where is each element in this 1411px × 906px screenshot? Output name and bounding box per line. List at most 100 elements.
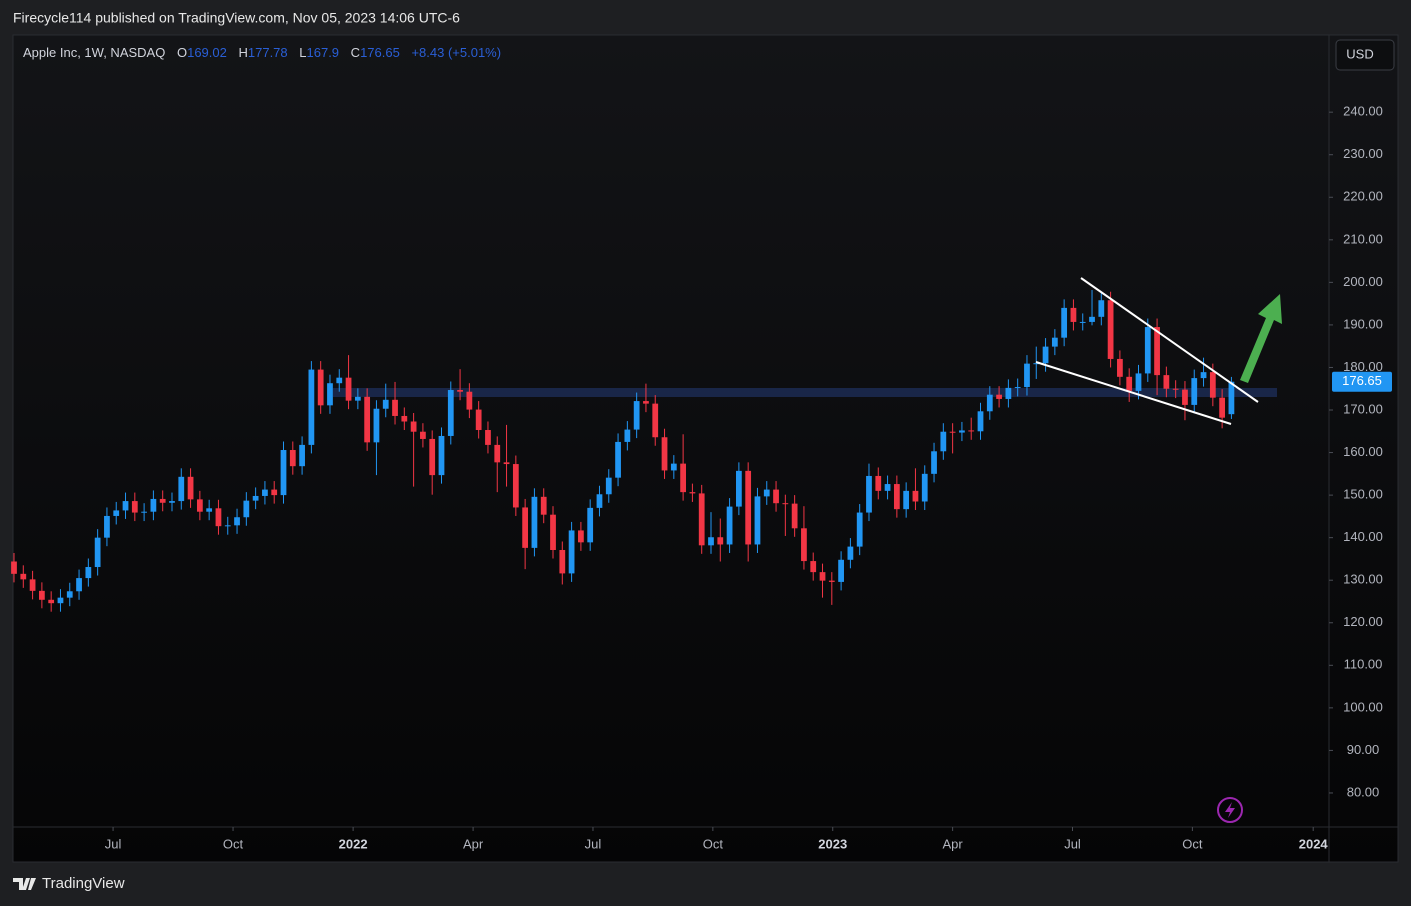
candle-body — [401, 415, 408, 422]
publish-header: Firecycle114 published on TradingView.co… — [13, 10, 460, 26]
candle-body — [20, 573, 27, 580]
candle-body — [392, 399, 398, 416]
candle-body — [289, 450, 296, 467]
candle-body — [224, 525, 231, 527]
candle-body — [206, 508, 213, 512]
candle-body — [141, 511, 147, 513]
candle-body — [522, 507, 529, 548]
ohlc-value: 169.02 — [187, 45, 227, 60]
y-tick-label: 90.00 — [1347, 742, 1380, 757]
candle-body — [382, 399, 389, 409]
candle-body — [1219, 397, 1226, 418]
candle-body — [940, 431, 947, 452]
candle-body — [1182, 389, 1188, 405]
candle-body — [605, 477, 612, 495]
candle-body — [670, 463, 677, 471]
ohlc-letter: C — [351, 45, 360, 60]
candle-body — [708, 537, 714, 546]
brand-logo — [13, 878, 36, 890]
candle-body — [1163, 375, 1170, 389]
candle-body — [262, 489, 268, 496]
candle-body — [903, 490, 910, 510]
candle-body — [959, 430, 965, 433]
candle-body — [494, 444, 501, 463]
candle-body — [698, 493, 705, 546]
candle-body — [327, 383, 333, 406]
candle-body — [689, 492, 696, 494]
candle-body — [252, 495, 259, 501]
candle-body — [131, 501, 138, 513]
candle-body — [661, 437, 668, 471]
y-tick-label: 180.00 — [1343, 359, 1383, 374]
candle-body — [968, 430, 975, 432]
candle-body — [531, 496, 538, 548]
candle-body — [1024, 363, 1030, 388]
candle-body — [308, 369, 315, 445]
chart-pane — [12, 34, 1399, 863]
last-price-tag — [1332, 371, 1392, 392]
alert-icon-bolt — [1225, 802, 1235, 818]
currency-button[interactable] — [1335, 39, 1395, 71]
candle-body — [633, 401, 640, 430]
y-tick-label: 190.00 — [1343, 316, 1383, 331]
x-tick-label: 2022 — [339, 836, 368, 851]
candle-body — [717, 537, 724, 545]
candle-body — [280, 450, 287, 496]
candle-body — [1228, 381, 1235, 415]
candle-body — [773, 489, 779, 504]
ohlc-letter: H — [238, 45, 247, 60]
y-tick-label: 210.00 — [1343, 231, 1383, 246]
x-tick-label: Oct — [223, 836, 244, 851]
candle-body — [178, 476, 185, 502]
x-tick-label: Jul — [1064, 836, 1081, 851]
y-tick-label: 200.00 — [1343, 274, 1383, 289]
currency-label: USD — [1346, 46, 1373, 61]
candle-body — [11, 561, 17, 574]
candle-body — [838, 559, 844, 582]
candle-body — [29, 579, 36, 591]
candle-body — [866, 475, 872, 513]
candle-body — [912, 490, 919, 502]
candle-body — [299, 444, 305, 467]
candle-body — [122, 501, 129, 511]
candle-body — [94, 537, 101, 568]
trendline-upper — [1080, 277, 1259, 403]
x-tick-label: 2024 — [1299, 836, 1329, 851]
candle-body — [243, 500, 250, 518]
candle-body — [1172, 388, 1179, 390]
candle-body — [1200, 372, 1207, 379]
candle-body — [596, 494, 603, 508]
ohlc-value: 176.65 — [360, 45, 400, 60]
candle-body — [996, 394, 1002, 399]
candle-body — [410, 421, 417, 432]
candle-body — [578, 530, 584, 543]
brand: TradingView — [13, 875, 125, 892]
candle-body — [420, 431, 426, 439]
candle-body — [159, 498, 166, 503]
alert-icon[interactable] — [1217, 797, 1243, 823]
candle-body — [735, 470, 742, 507]
symbol: Apple Inc, 1W, NASDAQ — [23, 45, 165, 60]
candle-body — [85, 567, 92, 579]
y-tick-label: 230.00 — [1343, 146, 1383, 161]
candle-body — [1089, 316, 1095, 322]
candle-body — [57, 597, 64, 604]
candle-body — [949, 431, 956, 433]
y-tick-label: 150.00 — [1343, 487, 1383, 502]
candle-body — [615, 441, 621, 478]
y-tick-label: 130.00 — [1343, 572, 1383, 587]
last-price-label: 176.65 — [1342, 373, 1382, 388]
candle-body — [1154, 327, 1160, 376]
candle-body — [1051, 337, 1058, 347]
candle-body — [1098, 300, 1105, 317]
candle-body — [113, 510, 120, 516]
candle-body — [150, 498, 157, 512]
candle-body — [429, 438, 436, 476]
candle-body — [457, 390, 463, 392]
y-tick-label: 170.00 — [1343, 401, 1383, 416]
candle-body — [1191, 378, 1198, 405]
candle-body — [447, 390, 454, 436]
candle-body — [196, 499, 203, 512]
candle-body — [345, 377, 352, 401]
